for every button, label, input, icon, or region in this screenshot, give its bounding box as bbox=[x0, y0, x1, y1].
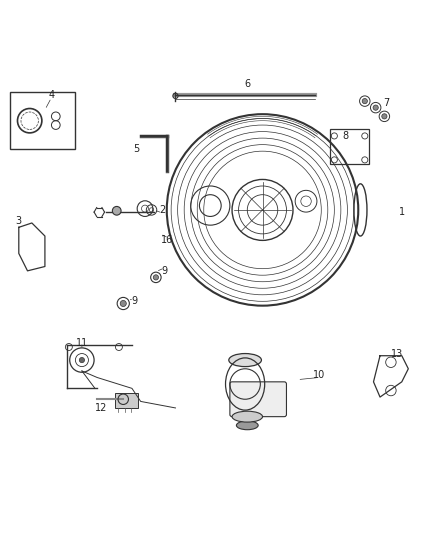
Circle shape bbox=[153, 275, 159, 280]
Circle shape bbox=[373, 105, 378, 110]
FancyBboxPatch shape bbox=[230, 382, 286, 417]
Bar bbox=[330, 130, 369, 164]
Text: 9: 9 bbox=[162, 266, 168, 276]
Text: 9: 9 bbox=[131, 296, 137, 306]
Text: 4: 4 bbox=[48, 90, 54, 100]
Circle shape bbox=[382, 114, 387, 119]
Bar bbox=[10, 92, 75, 149]
Text: 7: 7 bbox=[383, 98, 390, 108]
Circle shape bbox=[362, 99, 367, 104]
Text: 1: 1 bbox=[399, 207, 405, 217]
Circle shape bbox=[120, 301, 126, 306]
Text: 5: 5 bbox=[133, 144, 139, 154]
Ellipse shape bbox=[229, 353, 261, 367]
Ellipse shape bbox=[237, 421, 258, 430]
Text: 2: 2 bbox=[159, 205, 166, 215]
Text: 12: 12 bbox=[95, 403, 108, 413]
Ellipse shape bbox=[232, 411, 262, 422]
Text: 3: 3 bbox=[16, 216, 22, 226]
Text: 16: 16 bbox=[161, 236, 173, 245]
Circle shape bbox=[79, 358, 85, 362]
Text: 6: 6 bbox=[244, 79, 251, 88]
Text: 13: 13 bbox=[391, 349, 403, 359]
Circle shape bbox=[113, 206, 121, 215]
Text: 8: 8 bbox=[342, 131, 348, 141]
Text: 11: 11 bbox=[76, 338, 88, 348]
Text: 10: 10 bbox=[313, 370, 325, 381]
Bar bbox=[115, 393, 138, 408]
